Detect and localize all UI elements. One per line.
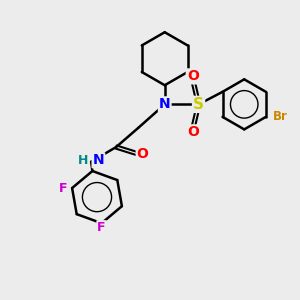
- Text: N: N: [159, 98, 170, 111]
- Text: Br: Br: [273, 110, 288, 123]
- Text: F: F: [98, 221, 106, 234]
- Text: S: S: [193, 97, 204, 112]
- Text: N: N: [93, 153, 104, 167]
- Text: F: F: [59, 182, 68, 194]
- Text: O: O: [187, 125, 199, 139]
- Text: O: O: [187, 69, 199, 83]
- Text: H: H: [78, 154, 88, 167]
- Text: O: O: [137, 147, 148, 161]
